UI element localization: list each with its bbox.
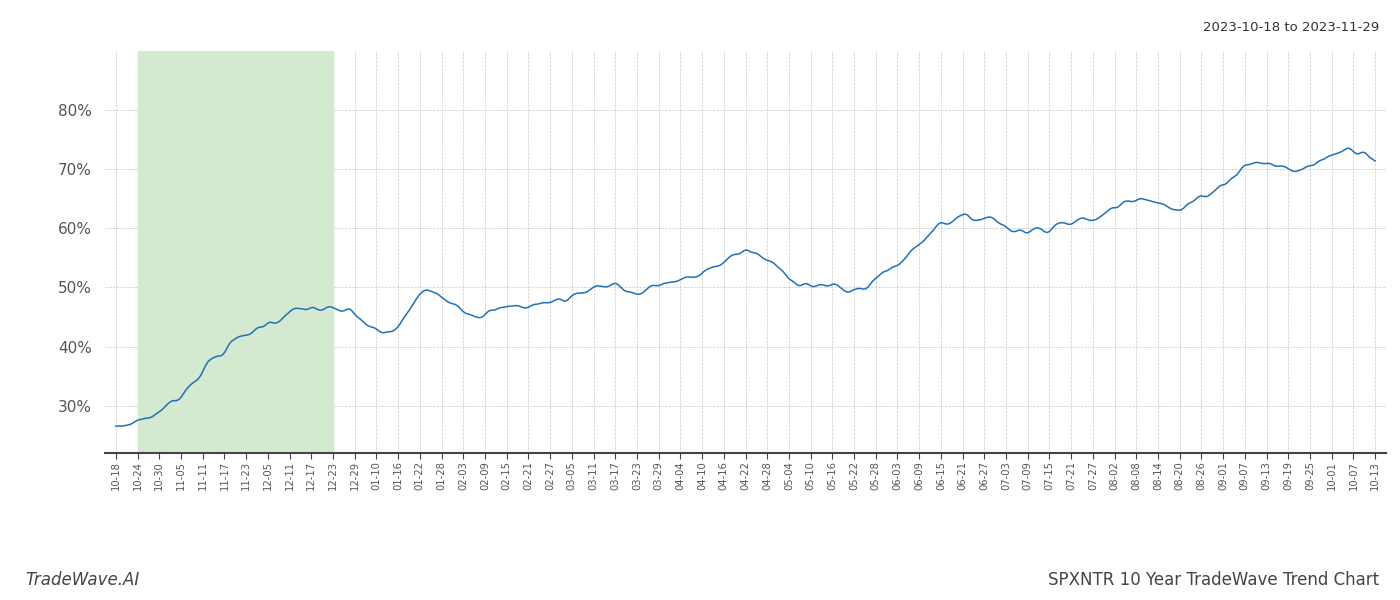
Text: 2023-10-18 to 2023-11-29: 2023-10-18 to 2023-11-29 [1203,21,1379,34]
Text: TradeWave.AI: TradeWave.AI [25,571,140,589]
Text: SPXNTR 10 Year TradeWave Trend Chart: SPXNTR 10 Year TradeWave Trend Chart [1047,571,1379,589]
Bar [137,51,333,453]
